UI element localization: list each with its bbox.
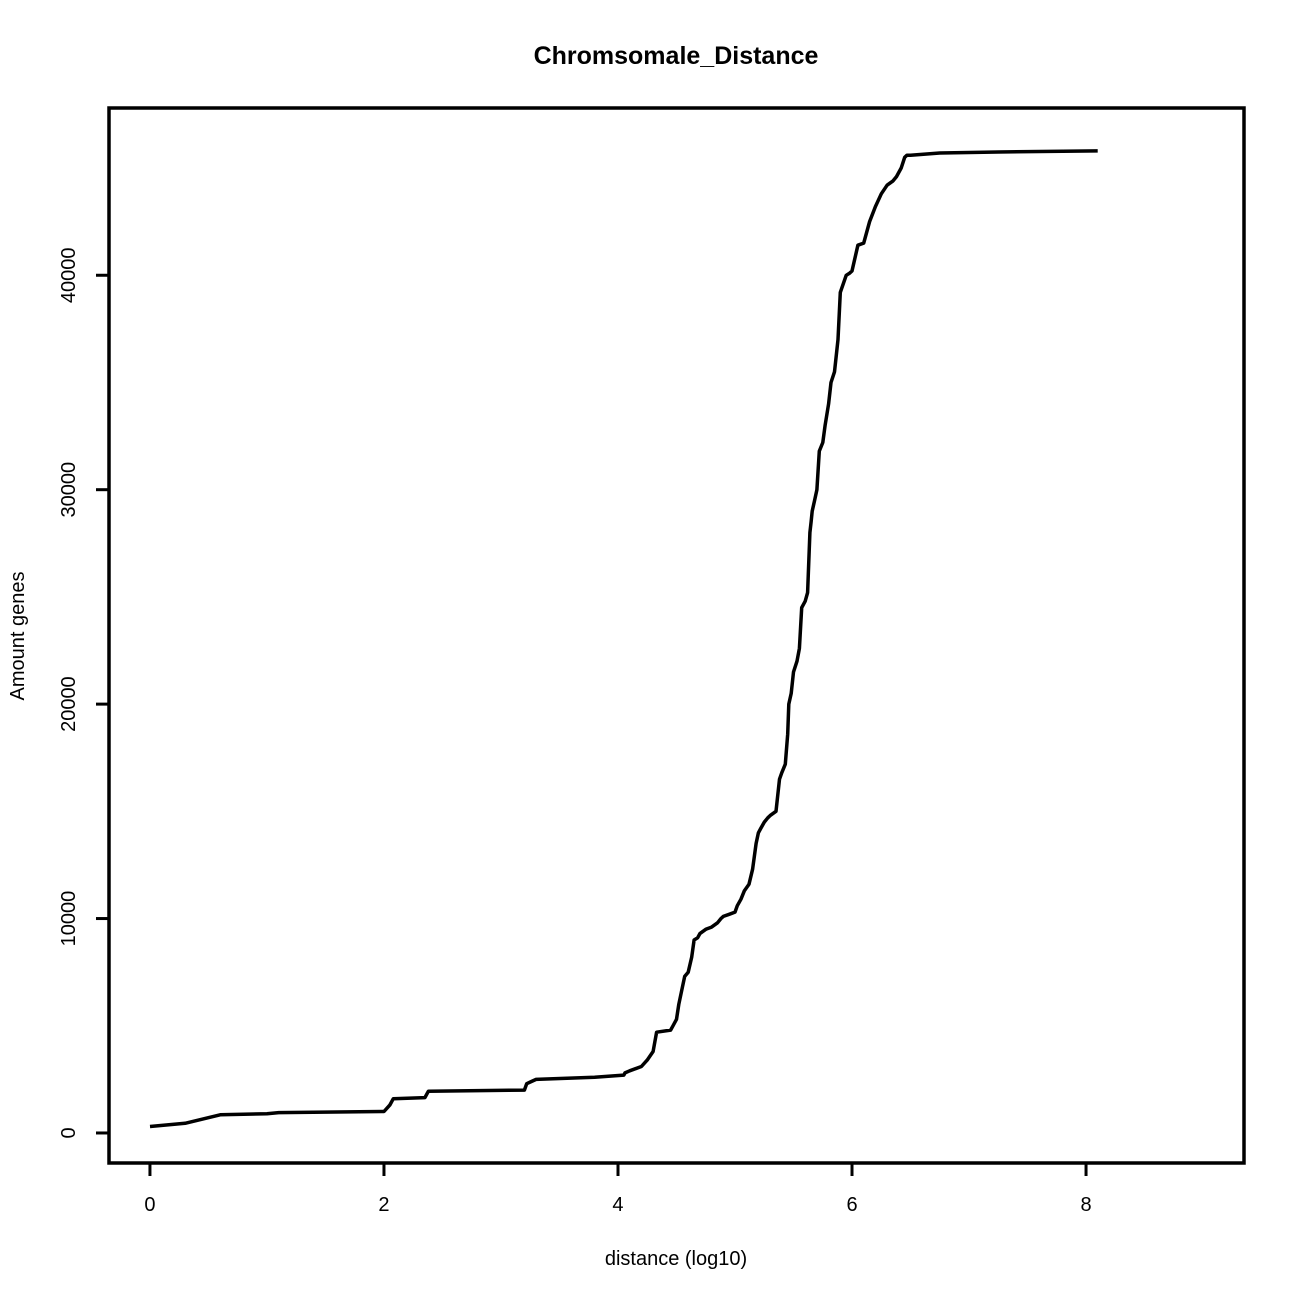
plot-frame [107,106,1246,1165]
series-line [149,149,1098,1129]
x-tick-label: 2 [378,1194,389,1216]
x-tick-label: 6 [846,1194,857,1216]
x-tick-label: 8 [1080,1194,1091,1216]
x-tick-label: 4 [612,1194,623,1216]
y-tick-label: 10000 [58,891,80,947]
y-tick-label: 0 [58,1127,80,1138]
chart-title: Chromsomale_Distance [534,42,819,70]
x-tick-label: 0 [144,1194,155,1216]
y-tick-label: 20000 [58,676,80,732]
y-tick-label: 40000 [58,247,80,303]
y-axis: 0 10000 20000 30000 40000 [58,247,111,1139]
y-tick-label: 30000 [58,462,80,518]
x-axis-label: distance (log10) [605,1248,747,1270]
y-axis-label: Amount genes [7,572,29,701]
x-axis: 0 2 4 6 8 [144,1161,1092,1216]
